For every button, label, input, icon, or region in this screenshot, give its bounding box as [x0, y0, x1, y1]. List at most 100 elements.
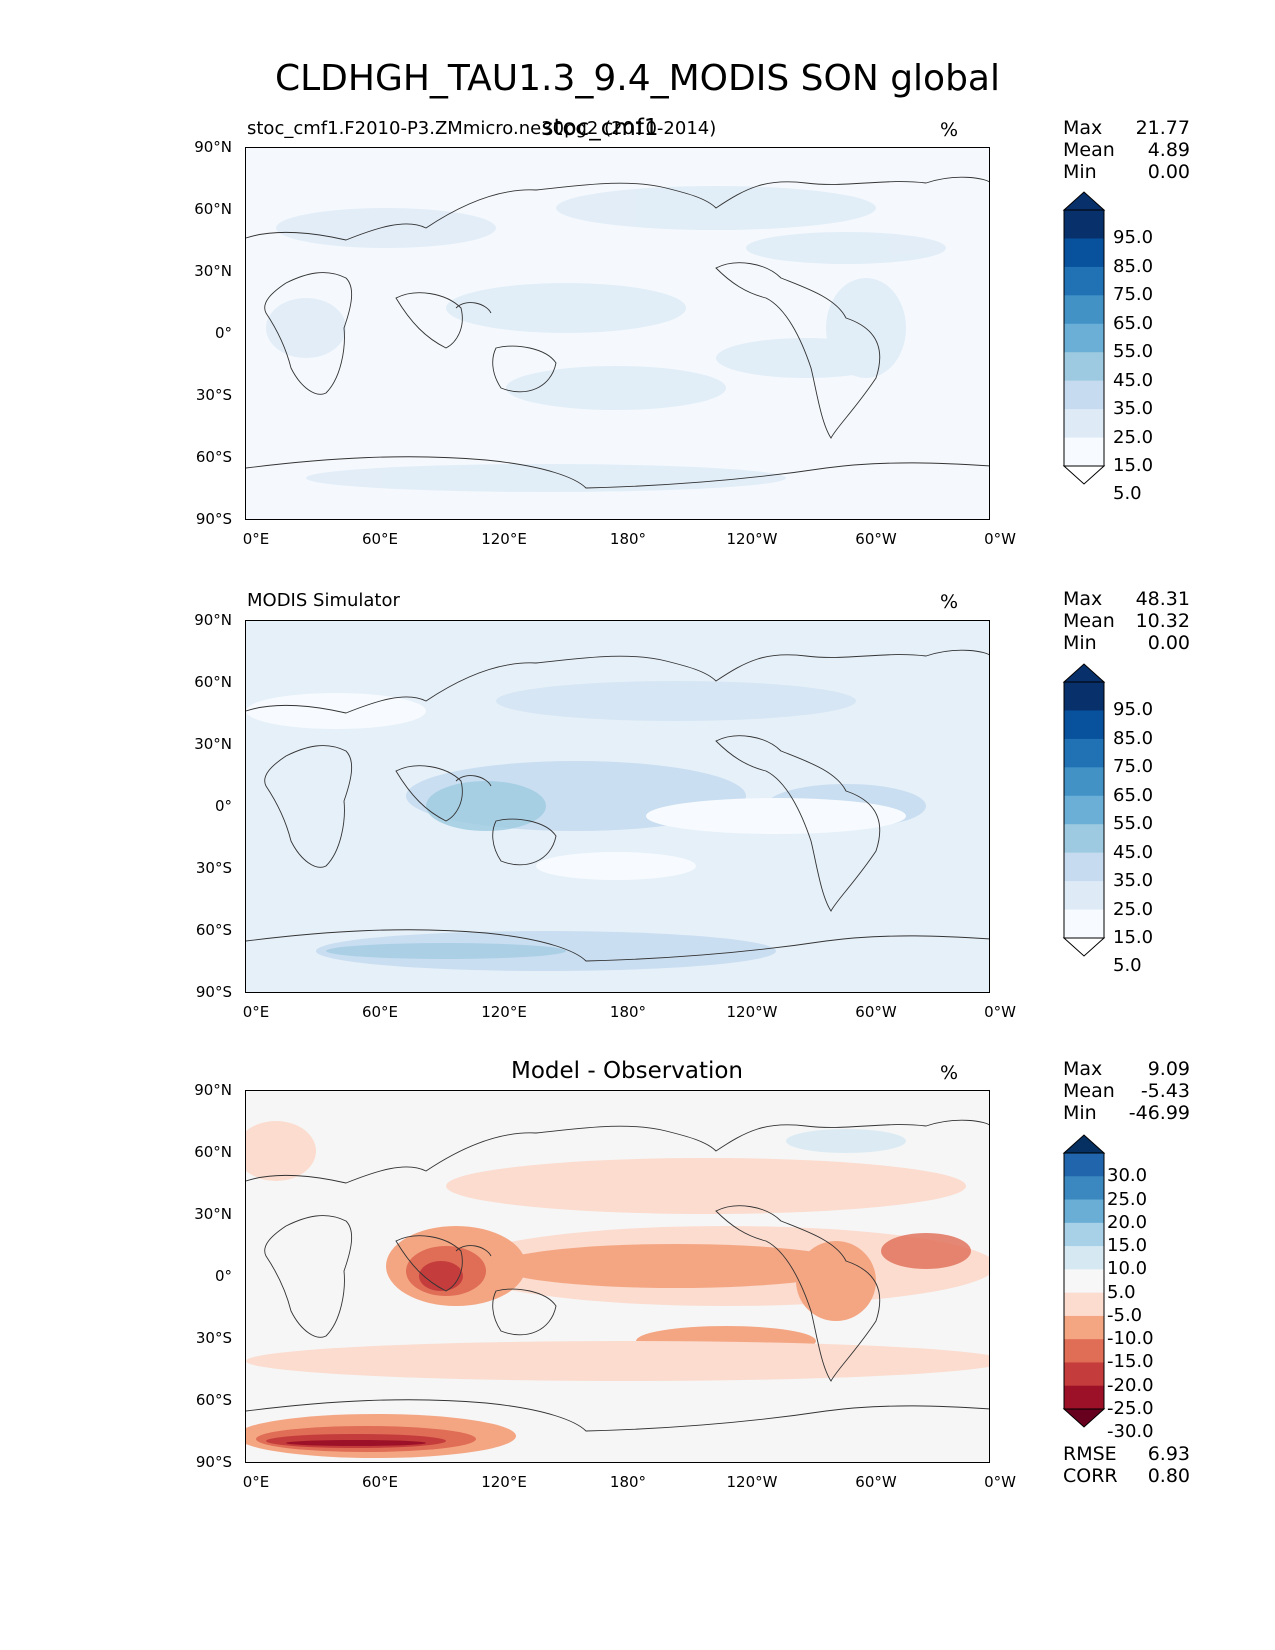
- colorbar-tick-label: 65.0: [1113, 784, 1154, 806]
- rmse-value: 6.93: [1147, 1443, 1190, 1465]
- panel-1-left-title: stoc_cmf1.F2010-P3.ZMmicro.ne30pg2 (2010…: [247, 118, 717, 139]
- panel-3-units: %: [940, 1062, 959, 1084]
- colorbar-tick-label: 75.0: [1113, 756, 1154, 778]
- colorbar-over-triangle: [1062, 1134, 1106, 1154]
- colorbar-tick-label: 85.0: [1113, 727, 1154, 749]
- panel-2-stat-label: Mean: [1063, 610, 1115, 632]
- colorbar-segment: [1064, 1222, 1104, 1247]
- colorbar-outline: [1063, 681, 1105, 939]
- panel-1-lon-tick: 60°W: [855, 530, 897, 548]
- colorbar-tick-label: 55.0: [1113, 813, 1154, 835]
- colorbar-tick-label: 95.0: [1113, 227, 1154, 249]
- panel-3-lat-tick: 60°S: [195, 1391, 232, 1409]
- colorbar-tick-label: 85.0: [1113, 255, 1154, 277]
- panel-2-left-title: MODIS Simulator: [247, 590, 400, 611]
- panel-1-colorbar-svg: [1062, 191, 1106, 485]
- colorbar-segment: [1064, 409, 1104, 439]
- panel-2-lat-tick: 30°S: [195, 859, 232, 877]
- panel-1-map: [245, 147, 990, 520]
- colorbar-over-triangle: [1062, 663, 1106, 683]
- colorbar-tick-label: -10.0: [1107, 1328, 1154, 1350]
- panel-2-lat-tick: 90°S: [195, 983, 232, 1001]
- colorbar-segment: [1064, 795, 1104, 825]
- colorbar-segment: [1064, 1176, 1104, 1201]
- colorbar-tick-label: 35.0: [1113, 870, 1154, 892]
- panel-3-stat-value: -5.43: [1140, 1080, 1190, 1102]
- colorbar-outline: [1063, 1152, 1105, 1410]
- colorbar-segment: [1064, 380, 1104, 410]
- corr-value: 0.80: [1147, 1465, 1190, 1487]
- panel-1-lat-tick: 60°N: [194, 200, 232, 218]
- colorbar-tick-label: 15.0: [1107, 1235, 1148, 1257]
- panel-1-stat-value: 4.89: [1147, 139, 1190, 161]
- panel-3-map: [245, 1090, 990, 1463]
- colorbar-segment: [1064, 1362, 1104, 1387]
- panel-2-units: %: [940, 591, 959, 613]
- panel-2-colorbar-svg: [1062, 663, 1106, 957]
- panel-2-lat-tick: 90°N: [194, 611, 232, 629]
- panel-2-stat-value: 0.00: [1147, 632, 1190, 654]
- colorbar-segment: [1064, 1315, 1104, 1340]
- panel-3-lat-tick: 30°S: [195, 1329, 232, 1347]
- panel-3-center-title: Model - Observation: [510, 1058, 744, 1084]
- panel-2-lon-tick: 0°E: [242, 1003, 270, 1021]
- panel-3-stat-value: 9.09: [1147, 1058, 1190, 1080]
- colorbar-segment: [1064, 852, 1104, 882]
- panel-3-lon-tick: 0°W: [984, 1473, 1016, 1491]
- panel-3-lat-tick: 90°N: [194, 1081, 232, 1099]
- panel-3-stat-value: -46.99: [1128, 1102, 1190, 1124]
- panel-2-lat-tick: 60°N: [194, 673, 232, 691]
- panel-1-lon-tick: 0°W: [984, 530, 1016, 548]
- colorbar-tick-label: 15.0: [1113, 927, 1154, 948]
- colorbar-under-triangle: [1062, 465, 1106, 485]
- colorbar-segment: [1064, 738, 1104, 768]
- panel-3-lat-tick: 60°N: [194, 1143, 232, 1161]
- colorbar-segment: [1064, 710, 1104, 740]
- colorbar-under-triangle: [1062, 1408, 1106, 1428]
- panel-1-lat-tick: 0°: [214, 324, 232, 342]
- colorbar-tick-label: 20.0: [1107, 1211, 1148, 1233]
- panel-1-map-svg: [246, 148, 989, 519]
- panel-1-units: %: [940, 119, 959, 141]
- panel-1-lon-tick: 120°E: [481, 530, 527, 548]
- colorbar-under-triangle: [1062, 937, 1106, 957]
- panel-2-lon-tick: 180°: [609, 1003, 647, 1021]
- colorbar-tick-label: 5.0: [1113, 483, 1142, 505]
- colorbar-segment: [1064, 323, 1104, 353]
- panel-1-stat-label: Mean: [1063, 139, 1115, 161]
- panel-1-field: [266, 186, 946, 492]
- colorbar-tick-label: 35.0: [1113, 398, 1154, 420]
- colorbar-tick-label: 15.0: [1113, 455, 1154, 476]
- colorbar-tick-label: 45.0: [1113, 841, 1154, 863]
- colorbar-tick-label: 95.0: [1113, 699, 1154, 721]
- colorbar-tick-label: 65.0: [1113, 312, 1154, 334]
- colorbar-segment: [1064, 210, 1104, 239]
- panel-1-lon-tick: 120°W: [726, 530, 778, 548]
- colorbar-outline: [1063, 209, 1105, 467]
- panel-1-center-title: stoc_cmf1: [541, 115, 659, 141]
- rmse-label: RMSE: [1063, 1443, 1117, 1465]
- panel-1-stat-label: Max: [1063, 117, 1103, 139]
- panel-1-lat-tick: 90°S: [195, 510, 232, 528]
- corr-label: CORR: [1063, 1465, 1118, 1487]
- panel-1-colorbar: [1060, 190, 1108, 494]
- panel-2-map-svg: [246, 621, 989, 992]
- panel-3-map-svg: [246, 1091, 989, 1462]
- panel-2-stat-label: Min: [1063, 632, 1097, 654]
- panel-1-stat-label: Min: [1063, 161, 1097, 183]
- colorbar-tick-label: -30.0: [1107, 1421, 1154, 1443]
- panel-1-lat-tick: 60°S: [195, 448, 232, 466]
- colorbar-segment: [1064, 1269, 1104, 1294]
- panel-3-lon-tick: 60°E: [361, 1473, 399, 1491]
- colorbar-segment: [1064, 1246, 1104, 1270]
- colorbar-segment: [1064, 1153, 1104, 1177]
- panel-1-lat-tick: 90°N: [194, 138, 232, 156]
- panel-2-lon-tick: 120°E: [481, 1003, 527, 1021]
- panel-2-lat-tick: 30°N: [194, 735, 232, 753]
- panel-1-lon-tick: 0°E: [242, 530, 270, 548]
- colorbar-segment: [1064, 266, 1104, 296]
- panel-2-lat-tick: 60°S: [195, 921, 232, 939]
- panel-1-lon-tick: 60°E: [361, 530, 399, 548]
- colorbar-tick-label: 30.0: [1107, 1165, 1148, 1187]
- panel-3-lon-tick: 60°W: [855, 1473, 897, 1491]
